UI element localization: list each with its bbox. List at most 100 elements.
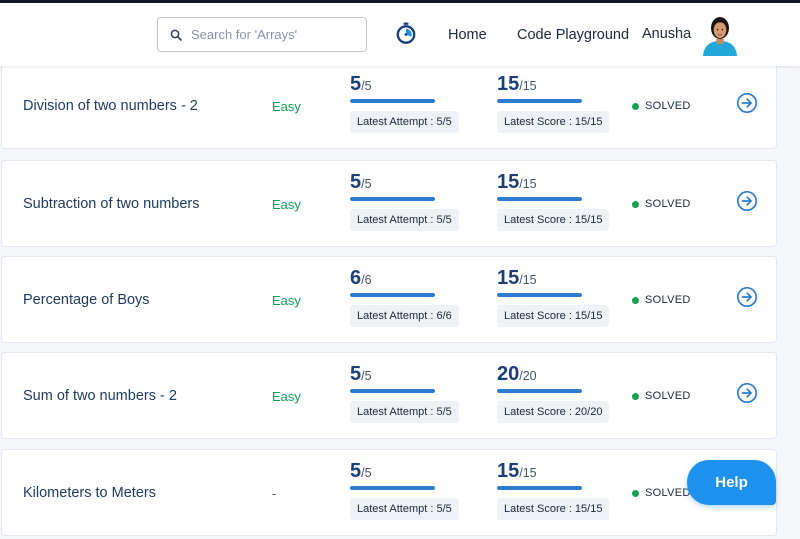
status-label: SOLVED: [645, 487, 691, 499]
attempt-progress-bar: [350, 99, 435, 103]
score-progress-bar: [497, 99, 582, 103]
arrow-right-circle-icon[interactable]: [736, 286, 758, 308]
question-name[interactable]: Kilometers to Meters: [23, 485, 156, 501]
question-name[interactable]: Subtraction of two numbers: [23, 196, 200, 212]
score-metric: 15/15 Latest Score : 15/15: [497, 171, 610, 231]
score-progress-bar: [497, 293, 582, 297]
attempt-value: 5: [350, 363, 362, 385]
attempt-value: 5: [350, 460, 362, 482]
status-badge: SOLVED: [632, 198, 691, 210]
status-badge: SOLVED: [632, 294, 691, 306]
attempt-progress-fill: [350, 486, 435, 490]
question-name[interactable]: Sum of two numbers - 2: [23, 388, 177, 404]
attempt-total: /5: [361, 79, 372, 93]
status-dot: [632, 200, 639, 208]
latest-score-chip: Latest Score : 15/15: [497, 209, 610, 231]
attempt-progress-fill: [350, 99, 435, 103]
latest-score-chip: Latest Score : 20/20: [497, 401, 610, 423]
score-total: /15: [519, 466, 537, 480]
attempt-value: 5: [350, 171, 362, 193]
status-dot: [632, 102, 639, 110]
avatar[interactable]: [700, 12, 740, 56]
question-card[interactable]: Sum of two numbers - 2 Easy 5/5 Latest Atte…: [1, 352, 777, 439]
top-header: Home Code Playground Anusha: [0, 3, 800, 66]
status-badge: SOLVED: [632, 390, 691, 402]
attempt-progress-bar: [350, 389, 435, 393]
search-box[interactable]: [157, 17, 367, 52]
latest-attempt-chip: Latest Attempt : 6/6: [350, 305, 459, 327]
latest-score-chip: Latest Score : 15/15: [497, 305, 610, 327]
difficulty-label: Easy: [272, 389, 301, 404]
status-dot: [632, 296, 639, 304]
score-total: /15: [519, 177, 537, 191]
latest-attempt-chip: Latest Attempt : 5/5: [350, 111, 459, 133]
arrow-right-circle-icon[interactable]: [736, 92, 758, 114]
latest-score-chip: Latest Score : 15/15: [497, 111, 610, 133]
difficulty-label: -: [272, 486, 277, 501]
arrow-right-circle-icon[interactable]: [736, 382, 758, 404]
status-label: SOLVED: [645, 390, 691, 402]
score-progress-bar: [497, 197, 582, 201]
status-label: SOLVED: [645, 294, 691, 306]
attempt-value: 5: [350, 73, 362, 95]
score-metric: 15/15 Latest Score : 15/15: [497, 267, 610, 327]
user-name[interactable]: Anusha: [642, 26, 692, 42]
status-dot: [632, 489, 639, 497]
status-label: SOLVED: [645, 100, 691, 112]
help-button[interactable]: Help: [687, 460, 776, 505]
arrow-right-circle-icon[interactable]: [736, 190, 758, 212]
latest-attempt-chip: Latest Attempt : 5/5: [350, 401, 459, 423]
score-progress-bar: [497, 486, 582, 490]
question-card[interactable]: Percentage of Boys Easy 6/6 Latest Attempt …: [1, 256, 777, 343]
latest-attempt-chip: Latest Attempt : 5/5: [350, 209, 459, 231]
question-name[interactable]: Percentage of Boys: [23, 292, 150, 308]
score-value: 15: [497, 460, 520, 482]
question-card[interactable]: Subtraction of two numbers Easy 5/5 Latest …: [1, 160, 777, 247]
search-icon: [170, 29, 182, 41]
attempt-value: 6: [350, 267, 362, 289]
status-badge: SOLVED: [632, 487, 691, 499]
attempt-total: /5: [361, 466, 372, 480]
difficulty-label: Easy: [272, 293, 301, 308]
score-value: 15: [497, 73, 520, 95]
attempt-progress-bar: [350, 197, 435, 201]
stopwatch-icon[interactable]: [394, 21, 418, 45]
attempt-metric: 5/5 Latest Attempt : 5/5: [350, 460, 459, 520]
score-progress-fill: [497, 486, 582, 490]
score-value: 15: [497, 171, 520, 193]
score-total: /15: [519, 79, 537, 93]
latest-score-chip: Latest Score : 15/15: [497, 498, 610, 520]
status-dot: [632, 392, 639, 400]
score-metric: 15/15 Latest Score : 15/15: [497, 460, 610, 520]
question-name[interactable]: Division of two numbers - 2: [23, 98, 198, 114]
attempt-progress-fill: [350, 293, 435, 297]
nav-code-playground-link[interactable]: Code Playground: [517, 27, 630, 43]
nav-home-link[interactable]: Home: [448, 27, 487, 43]
status-label: SOLVED: [645, 198, 691, 210]
attempt-progress-bar: [350, 293, 435, 297]
score-progress-fill: [497, 293, 582, 297]
attempt-progress-fill: [350, 389, 435, 393]
question-card[interactable]: Division of two numbers - 2 Easy 5/5 Latest…: [1, 62, 777, 149]
attempt-total: /6: [361, 273, 372, 287]
score-value: 20: [497, 363, 520, 385]
attempt-total: /5: [361, 177, 372, 191]
score-progress-fill: [497, 197, 582, 201]
score-metric: 15/15 Latest Score : 15/15: [497, 73, 610, 133]
attempt-metric: 5/5 Latest Attempt : 5/5: [350, 171, 459, 231]
score-progress-fill: [497, 389, 582, 393]
score-value: 15: [497, 267, 520, 289]
attempt-metric: 5/5 Latest Attempt : 5/5: [350, 363, 459, 423]
score-progress-fill: [497, 99, 582, 103]
score-progress-bar: [497, 389, 582, 393]
attempt-total: /5: [361, 369, 372, 383]
attempt-metric: 6/6 Latest Attempt : 6/6: [350, 267, 459, 327]
difficulty-label: Easy: [272, 99, 301, 114]
attempt-progress-fill: [350, 197, 435, 201]
question-card[interactable]: Kilometers to Meters - 5/5 Latest Attempt :…: [1, 449, 777, 536]
score-metric: 20/20 Latest Score : 20/20: [497, 363, 610, 423]
search-input[interactable]: [191, 27, 361, 42]
status-badge: SOLVED: [632, 100, 691, 112]
latest-attempt-chip: Latest Attempt : 5/5: [350, 498, 459, 520]
difficulty-label: Easy: [272, 197, 301, 212]
